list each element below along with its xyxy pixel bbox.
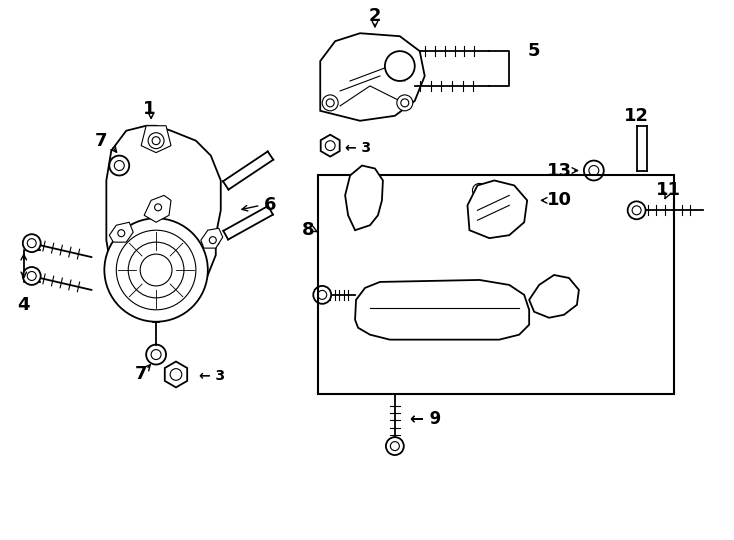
Circle shape (422, 307, 437, 323)
Text: ← 3: ← 3 (345, 140, 371, 154)
Circle shape (209, 237, 217, 244)
Circle shape (170, 369, 182, 380)
Polygon shape (529, 275, 579, 318)
Text: 12: 12 (624, 107, 649, 125)
Circle shape (140, 254, 172, 286)
Circle shape (325, 141, 335, 151)
Circle shape (589, 166, 599, 176)
Circle shape (359, 181, 367, 190)
Polygon shape (320, 33, 425, 121)
Polygon shape (321, 134, 340, 157)
Text: ← 9: ← 9 (410, 410, 441, 428)
Circle shape (151, 349, 161, 360)
Text: 7: 7 (95, 132, 108, 150)
Circle shape (155, 204, 161, 211)
Text: 11: 11 (656, 181, 681, 199)
Text: 2: 2 (368, 8, 381, 25)
Circle shape (318, 291, 327, 299)
Circle shape (104, 218, 208, 322)
Circle shape (476, 187, 483, 194)
Circle shape (628, 201, 646, 219)
Circle shape (426, 311, 434, 319)
Polygon shape (109, 222, 133, 242)
Circle shape (128, 242, 184, 298)
Circle shape (117, 230, 125, 237)
Text: ← 3: ← 3 (199, 369, 225, 383)
Circle shape (473, 184, 487, 198)
Circle shape (385, 51, 415, 81)
Circle shape (322, 95, 338, 111)
Circle shape (109, 156, 129, 176)
Circle shape (326, 99, 334, 107)
Text: 5: 5 (527, 42, 539, 60)
Text: 7: 7 (135, 366, 148, 383)
Circle shape (27, 272, 36, 280)
Polygon shape (141, 126, 171, 153)
Polygon shape (345, 166, 383, 230)
Polygon shape (468, 180, 527, 238)
Text: 6: 6 (264, 197, 277, 214)
Bar (319, 176, 675, 394)
Circle shape (485, 311, 493, 319)
Polygon shape (144, 195, 171, 222)
Circle shape (401, 99, 409, 107)
Circle shape (146, 345, 166, 364)
Text: 4: 4 (18, 296, 30, 314)
Circle shape (386, 437, 404, 455)
Circle shape (23, 267, 40, 285)
Circle shape (632, 206, 641, 215)
Text: 8: 8 (302, 221, 315, 239)
Text: 1: 1 (143, 100, 156, 118)
Circle shape (584, 160, 604, 180)
Circle shape (482, 307, 498, 323)
Polygon shape (201, 228, 222, 248)
Circle shape (115, 226, 128, 240)
Circle shape (148, 133, 164, 149)
Circle shape (390, 442, 399, 450)
Circle shape (152, 137, 160, 145)
Circle shape (115, 160, 124, 171)
Circle shape (116, 230, 196, 310)
Text: 10: 10 (547, 191, 572, 210)
Circle shape (23, 234, 40, 252)
Polygon shape (106, 126, 221, 310)
Circle shape (313, 286, 331, 304)
Circle shape (397, 95, 413, 111)
Polygon shape (165, 361, 187, 387)
Polygon shape (355, 280, 529, 340)
Circle shape (355, 178, 371, 193)
Circle shape (27, 239, 36, 248)
Text: 13: 13 (547, 161, 572, 179)
Circle shape (206, 233, 219, 247)
Circle shape (151, 200, 165, 214)
